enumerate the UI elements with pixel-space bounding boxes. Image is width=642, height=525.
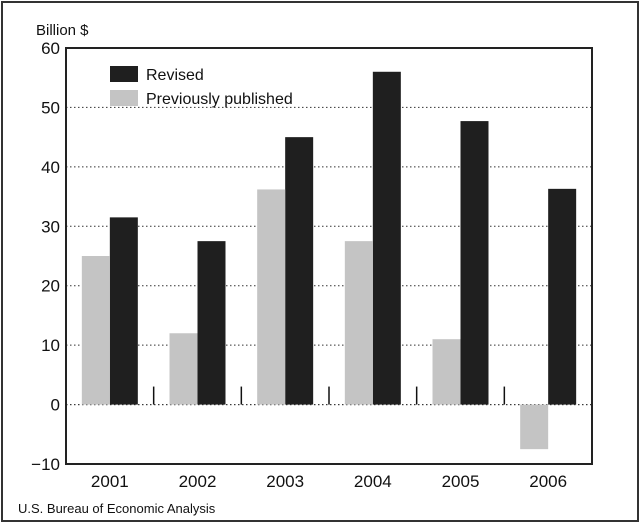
bar-previously-published-2006 <box>520 404 549 450</box>
gridlines <box>66 106 592 406</box>
x-tick-label: 2003 <box>266 472 304 491</box>
x-tick-label: 2006 <box>529 472 567 491</box>
legend-label: Revised <box>146 67 204 84</box>
bar-previously-published-2002 <box>169 333 198 405</box>
y-tick-label: 0 <box>51 396 60 415</box>
x-tick-labels: 2001 2002 2003 2004 2005 2006 <box>91 472 567 491</box>
bar-previously-published-2004 <box>344 241 373 405</box>
plot-area-border <box>65 47 593 465</box>
source-note: U.S. Bureau of Economic Analysis <box>18 501 216 516</box>
x-tick-label: 2002 <box>179 472 217 491</box>
bar-previously-published-2001 <box>81 256 110 405</box>
y-tick-label: 10 <box>41 336 60 355</box>
bar-previously-published-2005 <box>432 339 461 405</box>
legend-label: Previously published <box>146 91 293 108</box>
bar-revised-2003 <box>285 137 314 405</box>
y-tick-label: 50 <box>41 98 60 117</box>
y-tick-label: 40 <box>41 158 60 177</box>
y-tick-label: 20 <box>41 277 60 296</box>
legend-swatch-revised <box>110 66 138 82</box>
legend: Revised Previously published <box>110 66 293 108</box>
y-tick-labels: −10 0 10 20 30 40 50 60 <box>31 39 60 474</box>
bar-revised-2004 <box>372 71 401 405</box>
bar-revised-2002 <box>197 241 226 405</box>
axes <box>65 47 593 465</box>
bar-previously-published-2003 <box>257 189 286 405</box>
bar-revised-2001 <box>109 217 138 405</box>
bar-revised-2006 <box>548 188 577 405</box>
y-tick-label: −10 <box>31 455 60 474</box>
legend-swatch-previously-published <box>110 90 138 106</box>
bars <box>81 71 577 450</box>
y-tick-label: 60 <box>41 39 60 58</box>
x-tick-label: 2005 <box>442 472 480 491</box>
y-axis-label: Billion $ <box>36 22 89 39</box>
y-tick-label: 30 <box>41 217 60 236</box>
bar-revised-2005 <box>460 121 489 405</box>
x-tick-label: 2001 <box>91 472 129 491</box>
x-tick-label: 2004 <box>354 472 392 491</box>
